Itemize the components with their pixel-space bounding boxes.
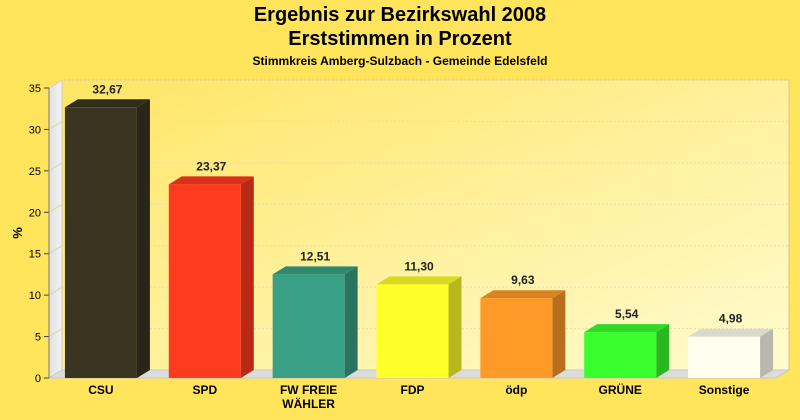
bar (64, 107, 137, 378)
data-label: 5,54 (615, 307, 639, 321)
data-label: 12,51 (300, 249, 330, 263)
bar-top (376, 276, 462, 285)
gridline-side (48, 203, 63, 213)
bar-top (64, 99, 150, 108)
data-label: 23,37 (196, 159, 226, 173)
bar-side (760, 328, 774, 378)
bar-side (656, 324, 670, 378)
bar-side (552, 290, 566, 378)
bar (480, 298, 553, 378)
x-tick-label: FW FREIE (280, 383, 337, 397)
data-label: 4,98 (719, 312, 743, 326)
bar (584, 332, 657, 378)
bar-top (480, 290, 566, 299)
bar-top (688, 328, 774, 337)
x-tick-label: GRÜNE (599, 382, 642, 397)
x-tick-label: FDP (401, 383, 425, 397)
data-label: 11,30 (404, 259, 434, 273)
x-tick-label: CSU (88, 383, 113, 397)
y-tick-label: 35 (29, 83, 41, 95)
y-tick-label: 5 (35, 332, 41, 344)
bar (272, 274, 345, 378)
y-tick-label: 0 (35, 373, 41, 385)
data-label: 32,67 (92, 82, 122, 96)
x-tick-label: WÄHLER (282, 396, 335, 411)
bar (688, 336, 761, 378)
chart-title: Ergebnis zur Bezirkswahl 2008 (253, 4, 547, 26)
gridline-side (48, 162, 63, 172)
data-label: 9,63 (511, 273, 535, 287)
bar (376, 284, 449, 378)
bar-side (136, 99, 150, 378)
side-wall (48, 79, 63, 379)
bar-side (240, 176, 254, 378)
chart-subtitle-region: Stimmkreis Amberg-Sulzbach - Gemeinde Ed… (252, 54, 548, 68)
bar-top (272, 266, 358, 275)
gridline-side (48, 245, 63, 255)
y-axis-label: % (10, 227, 25, 239)
gridline-side (48, 328, 63, 337)
gridline-side (48, 286, 63, 296)
y-tick-label: 10 (29, 290, 41, 302)
gridline-side (48, 121, 63, 130)
x-tick-label: Sonstige (699, 383, 750, 397)
bar-top (584, 324, 670, 333)
x-tick-label: SPD (192, 383, 217, 397)
y-tick-label: 25 (29, 166, 41, 178)
x-tick-label: ödp (505, 383, 527, 397)
bar-top (168, 176, 254, 185)
y-tick-label: 15 (29, 249, 41, 261)
bar-side (344, 266, 358, 378)
bar-side (448, 276, 462, 378)
gridline-side (48, 79, 63, 89)
bar (168, 184, 241, 378)
y-tick-label: 20 (29, 207, 41, 219)
chart-subtitle: Erststimmen in Prozent (288, 28, 512, 50)
y-tick-label: 30 (29, 124, 41, 136)
